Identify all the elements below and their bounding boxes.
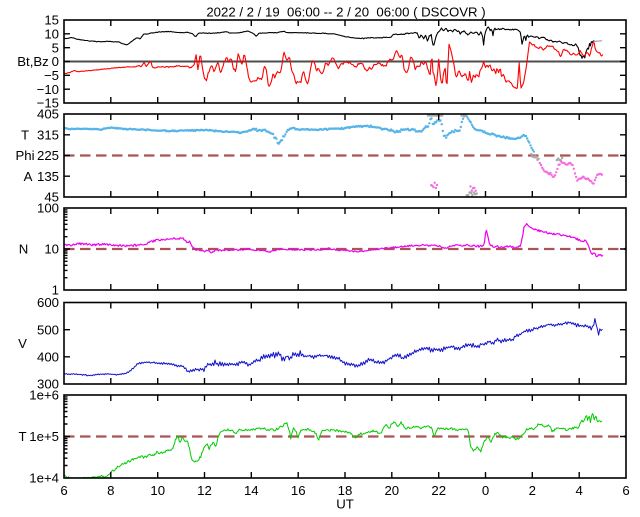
svg-text:400: 400: [37, 350, 59, 365]
svg-text:1e+6: 1e+6: [29, 388, 59, 403]
svg-text:10: 10: [44, 27, 59, 42]
svg-text:8: 8: [107, 483, 114, 498]
svg-text:2022 / 2 / 19 06:00 -- 2 / 20: 2022 / 2 / 19 06:00 -- 2 / 20 06:00 ( DS…: [206, 4, 485, 19]
svg-text:10: 10: [150, 483, 165, 498]
svg-text:0: 0: [52, 54, 59, 69]
svg-text:1e+4: 1e+4: [29, 471, 59, 486]
svg-text:10: 10: [44, 242, 59, 257]
svg-text:6: 6: [622, 483, 629, 498]
svg-text:405: 405: [37, 107, 59, 122]
svg-text:A: A: [24, 169, 33, 184]
svg-text:N: N: [19, 242, 29, 257]
svg-text:500: 500: [37, 322, 59, 337]
svg-text:0: 0: [482, 483, 489, 498]
svg-text:135: 135: [37, 169, 59, 184]
svg-text:−10: −10: [37, 82, 59, 97]
svg-text:2: 2: [529, 483, 536, 498]
svg-text:22: 22: [431, 483, 446, 498]
svg-text:1e+5: 1e+5: [29, 429, 59, 444]
svg-text:−5: −5: [44, 68, 59, 83]
svg-text:UT: UT: [336, 497, 354, 512]
svg-text:16: 16: [291, 483, 306, 498]
svg-text:20: 20: [384, 483, 399, 498]
svg-text:12: 12: [197, 483, 212, 498]
svg-text:15: 15: [44, 13, 59, 28]
svg-text:14: 14: [244, 483, 259, 498]
svg-text:Phi: Phi: [15, 148, 34, 163]
svg-text:5: 5: [52, 40, 59, 55]
svg-text:T: T: [18, 429, 26, 444]
svg-text:100: 100: [37, 201, 59, 216]
svg-text:600: 600: [37, 295, 59, 310]
svg-text:315: 315: [37, 127, 59, 142]
svg-text:6: 6: [60, 483, 67, 498]
svg-text:225: 225: [37, 148, 59, 163]
svg-text:Bt,Bz: Bt,Bz: [17, 54, 49, 69]
svg-text:V: V: [18, 336, 27, 351]
svg-text:T: T: [21, 127, 29, 142]
svg-text:4: 4: [576, 483, 583, 498]
